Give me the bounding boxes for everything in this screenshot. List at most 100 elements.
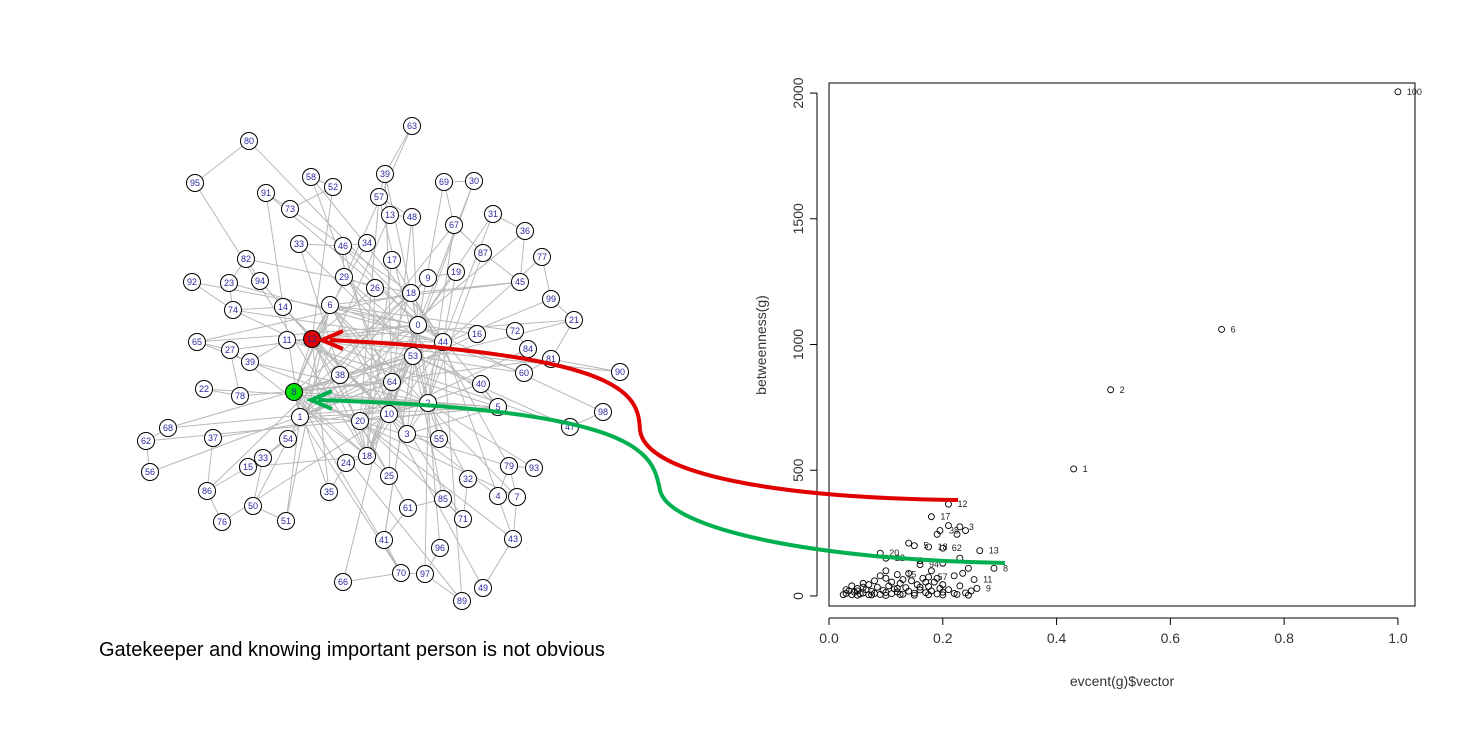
y-tick-label: 1500 (790, 203, 806, 234)
node-circle (434, 490, 452, 508)
node-circle (459, 470, 477, 488)
scatter-point (939, 588, 947, 596)
node-label: 86 (202, 486, 212, 496)
network-node: 76 (213, 513, 231, 531)
network-node: 56 (141, 463, 159, 481)
network-edge (359, 324, 419, 422)
node-circle (383, 251, 401, 269)
point-label: 13 (989, 546, 999, 556)
scatter-point (848, 582, 856, 590)
point-label: 1 (1083, 464, 1088, 474)
node-circle (204, 429, 222, 447)
node-circle (240, 132, 258, 150)
x-tick-label: 0.0 (819, 630, 839, 646)
network-node: 19 (447, 263, 465, 281)
node-circle (516, 222, 534, 240)
network-node: 33 (290, 235, 308, 253)
node-label: 68 (163, 423, 173, 433)
node-circle (380, 467, 398, 485)
network-node: 68 (159, 419, 177, 437)
node-circle (403, 208, 421, 226)
network-node: 86 (198, 482, 216, 500)
node-label: 15 (243, 462, 253, 472)
point-label: 11 (983, 575, 992, 585)
node-label: 23 (224, 278, 234, 288)
network-edge (299, 355, 414, 418)
network-edge (550, 358, 621, 373)
network-edge (427, 402, 535, 469)
network-node: 18 (358, 447, 376, 465)
scatter-point (859, 583, 867, 591)
network-node: 98 (594, 403, 612, 421)
network-node: 34 (358, 234, 376, 252)
network-edge (406, 341, 444, 435)
network-edge (329, 281, 521, 306)
node-label: 7 (514, 492, 519, 502)
point-label: 94 (929, 560, 939, 570)
node-circle (257, 184, 275, 202)
network-node: 15 (239, 458, 257, 476)
network-edge (289, 208, 412, 294)
network-node: 7 (508, 488, 526, 506)
node-label: 38 (335, 370, 345, 380)
point-label: 8 (1003, 563, 1008, 573)
node-circle (398, 425, 416, 443)
node-circle (324, 178, 342, 196)
network-edge (442, 271, 457, 343)
node-label: 80 (244, 136, 254, 146)
network-edge (359, 420, 514, 540)
node-circle (224, 301, 242, 319)
network-node: 45 (511, 273, 529, 291)
node-label: 60 (519, 368, 529, 378)
network-node: 27 (221, 341, 239, 359)
network-node: 69 (435, 173, 453, 191)
scatter-point (853, 587, 861, 595)
node-label: 11 (282, 335, 291, 345)
network-node: 66 (334, 573, 352, 591)
network-edge (232, 309, 444, 343)
scatter-point (882, 591, 890, 599)
network-edge (311, 242, 368, 340)
node-label: 84 (523, 344, 533, 354)
network-node: 97 (416, 565, 434, 583)
node-label: 93 (529, 463, 539, 473)
network-edge (329, 304, 525, 374)
node-circle (321, 296, 339, 314)
scatter-point (868, 591, 876, 599)
node-label: 56 (145, 467, 155, 477)
point-label: 35 (949, 526, 959, 536)
node-circle (404, 347, 422, 365)
node-label: 89 (457, 596, 467, 606)
node-label: 58 (306, 172, 316, 182)
node-label: 22 (199, 384, 209, 394)
node-label: 72 (510, 326, 520, 336)
node-label: 30 (469, 176, 479, 186)
node-label: 82 (241, 254, 251, 264)
network-node: 63 (403, 117, 421, 135)
green-arrowhead-icon (305, 389, 333, 411)
scatter-point (899, 576, 907, 584)
node-circle (137, 432, 155, 450)
node-label: 27 (225, 345, 235, 355)
network-node: 39 (241, 353, 259, 371)
network-node: 65 (188, 333, 206, 351)
node-label: 5 (495, 402, 500, 412)
network-node: 40 (472, 375, 490, 393)
network-node: 10 (380, 405, 398, 423)
node-label: 51 (281, 516, 291, 526)
node-label: 44 (438, 337, 448, 347)
network-edge (311, 186, 334, 340)
network-node: 11 (278, 331, 296, 349)
network-node: 55 (430, 430, 448, 448)
network-node: 43 (504, 530, 522, 548)
network-node: 85 (434, 490, 452, 508)
node-circle (290, 235, 308, 253)
node-circle (237, 250, 255, 268)
network-node: 6 (321, 296, 339, 314)
node-label: 43 (508, 534, 518, 544)
node-circle (403, 117, 421, 135)
node-circle (542, 290, 560, 308)
node-circle (435, 173, 453, 191)
network-edge (293, 391, 463, 602)
network-node: 89 (453, 592, 471, 610)
